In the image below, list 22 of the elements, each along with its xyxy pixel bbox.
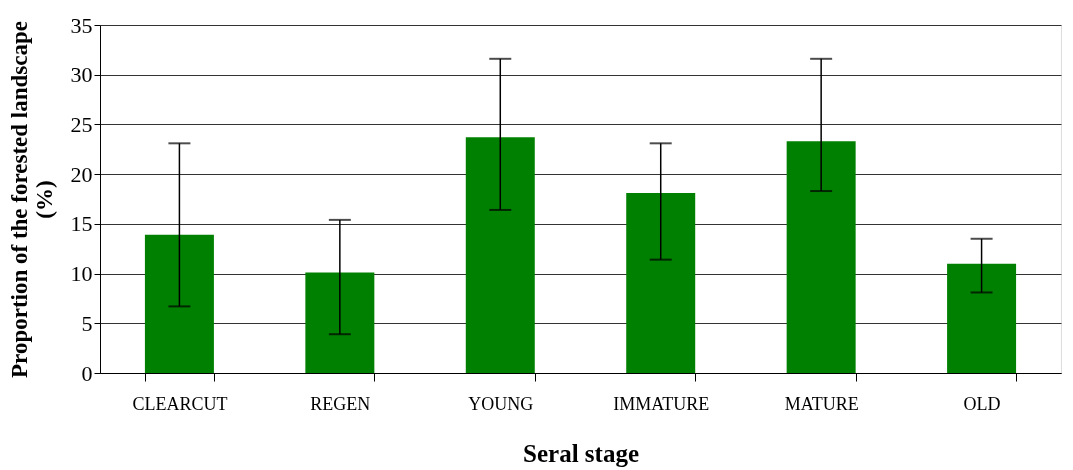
x-tick-label: OLD bbox=[963, 393, 1001, 414]
y-tick-label: 10 bbox=[70, 261, 93, 287]
bar bbox=[626, 193, 696, 373]
y-tick-label: 5 bbox=[81, 310, 93, 336]
y-tick-label: 30 bbox=[70, 62, 93, 88]
y-tick-label: 25 bbox=[70, 111, 93, 137]
y-tick-label: 35 bbox=[70, 12, 93, 38]
bar bbox=[786, 141, 856, 373]
bar bbox=[305, 272, 375, 373]
x-tick-label: IMMATURE bbox=[613, 393, 710, 414]
x-tick-label: CLEARCUT bbox=[132, 393, 228, 414]
x-tick-label: YOUNG bbox=[468, 393, 534, 414]
x-tick-label: MATURE bbox=[784, 393, 859, 414]
x-axis-title: Seral stage bbox=[523, 439, 639, 467]
y-tick-label: 15 bbox=[70, 211, 93, 237]
x-tick-label: REGEN bbox=[310, 393, 371, 414]
y-tick-label: 20 bbox=[70, 161, 93, 187]
bar bbox=[144, 234, 214, 373]
y-axis-title: Proportion of the forested landscape (%) bbox=[6, 21, 57, 378]
bar bbox=[947, 263, 1017, 373]
bar bbox=[465, 137, 535, 373]
y-tick-label: 0 bbox=[81, 360, 93, 386]
